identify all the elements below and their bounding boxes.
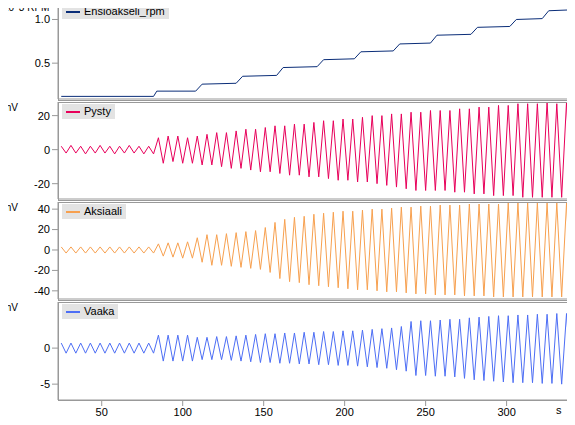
svg-text:0: 0: [44, 244, 50, 256]
svg-text:-20: -20: [34, 264, 50, 276]
svg-text:50: 50: [96, 406, 108, 417]
svg-text:0: 0: [44, 342, 50, 354]
html-text:Aksiaali: Aksiaali: [84, 205, 122, 217]
html-text:Ensiöakseli_rpm: Ensiöakseli_rpm: [84, 5, 165, 17]
svg-text:-5: -5: [40, 378, 50, 390]
svg-text:40: 40: [38, 203, 50, 215]
html-text:mV: mV: [3, 302, 18, 313]
html-text:mV: mV: [3, 202, 18, 213]
svg-text:0.5: 0.5: [35, 57, 50, 69]
html-text:mV: mV: [3, 102, 18, 113]
svg-text:20: 20: [38, 110, 50, 122]
svg-text:20: 20: [38, 223, 50, 235]
svg-text:1.0: 1.0: [35, 13, 50, 25]
svg-text:250: 250: [416, 406, 434, 417]
svg-text:300: 300: [497, 406, 515, 417]
svg-text:-40: -40: [34, 285, 50, 297]
svg-text:100: 100: [174, 406, 192, 417]
svg-text:150: 150: [254, 406, 272, 417]
html-text:10^3 RPM: 10^3 RPM: [3, 2, 50, 13]
svg-text:-20: -20: [34, 178, 50, 190]
html-text:s: s: [556, 404, 562, 416]
html-text:Vaaka: Vaaka: [84, 305, 115, 317]
svg-text:0: 0: [44, 144, 50, 156]
html-text:Pysty: Pysty: [84, 105, 111, 117]
svg-text:200: 200: [335, 406, 353, 417]
